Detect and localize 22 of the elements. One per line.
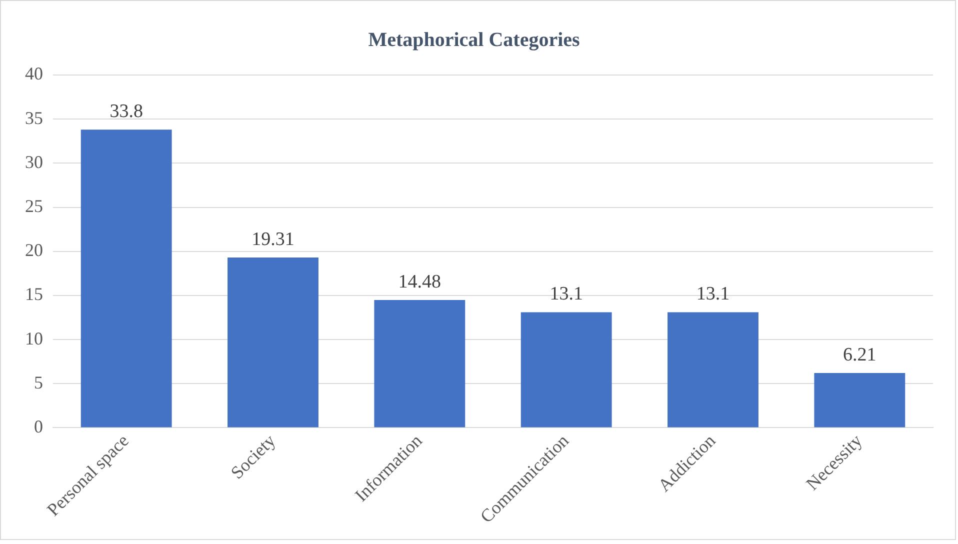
y-tick-label: 35: [25, 108, 43, 128]
data-label: 19.31: [252, 228, 294, 250]
y-tick-label: 0: [34, 416, 43, 436]
chart-title: Metaphorical Categories: [368, 29, 580, 52]
data-label: 33.8: [110, 101, 143, 122]
y-tick-label: 15: [25, 284, 43, 304]
y-tick-label: 5: [34, 372, 43, 392]
data-label: 14.48: [398, 272, 442, 293]
data-label: 13.1: [696, 284, 730, 305]
bar: [228, 257, 318, 428]
bar: [668, 312, 758, 428]
bar: [80, 130, 172, 428]
bar: [374, 300, 466, 428]
y-tick-label: 10: [25, 328, 43, 348]
bar: [520, 312, 612, 428]
data-label: 6.21: [843, 344, 876, 366]
y-tick-label: 20: [25, 240, 43, 260]
y-tick-label: 30: [25, 152, 43, 172]
data-label: 13.1: [550, 284, 583, 305]
bar: [814, 372, 906, 428]
y-tick-label: 25: [25, 196, 43, 216]
y-tick-label: 40: [25, 64, 43, 84]
